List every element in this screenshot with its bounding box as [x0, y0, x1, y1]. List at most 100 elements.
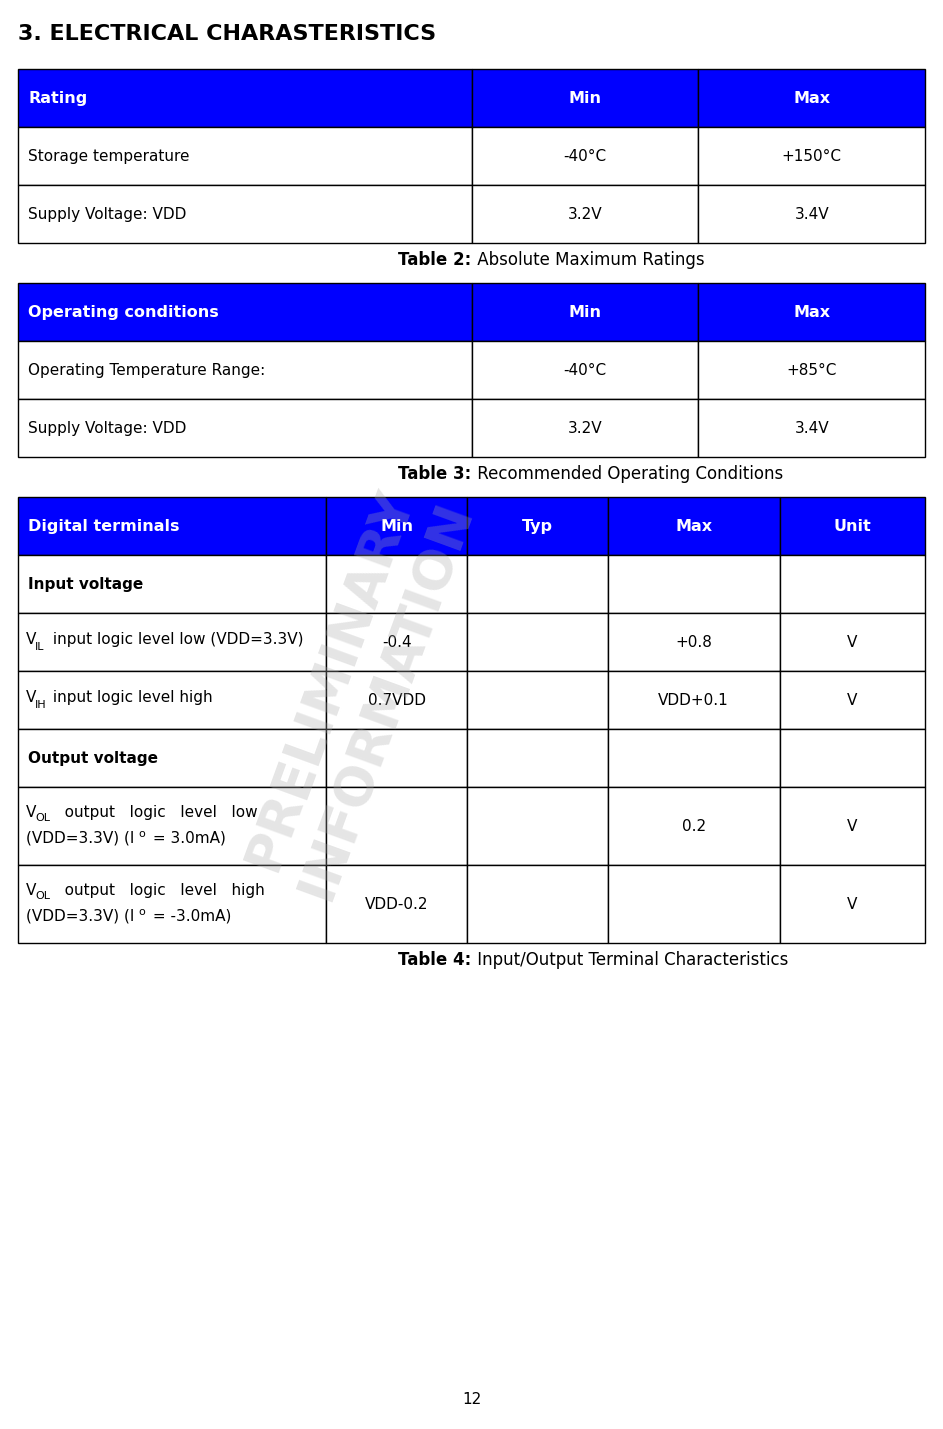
Text: PRELIMINARY
INFORMATION: PRELIMINARY INFORMATION [234, 474, 483, 906]
Text: Operating Temperature Range:: Operating Temperature Range: [28, 363, 265, 377]
Text: input logic level high: input logic level high [48, 690, 212, 704]
Text: Storage temperature: Storage temperature [28, 149, 190, 163]
Text: OL: OL [35, 892, 50, 902]
Bar [472, 69, 698, 127]
Text: Supply Voltage: VDD: Supply Voltage: VDD [28, 207, 187, 221]
Bar [698, 399, 925, 457]
Text: 12: 12 [462, 1392, 481, 1408]
Bar [326, 554, 467, 613]
Bar [472, 342, 698, 399]
Text: V: V [847, 819, 857, 833]
Bar [607, 497, 780, 554]
Text: +85°C: +85°C [786, 363, 836, 377]
Bar [18, 497, 326, 554]
Bar [607, 729, 780, 787]
Bar [326, 729, 467, 787]
Bar [607, 613, 780, 672]
Text: Min: Min [569, 304, 602, 320]
Text: -0.4: -0.4 [382, 634, 411, 650]
Text: Rating: Rating [28, 90, 88, 106]
Text: 3.2V: 3.2V [568, 420, 603, 436]
Bar [698, 283, 925, 342]
Bar [607, 554, 780, 613]
Text: (VDD=3.3V) (I: (VDD=3.3V) (I [26, 909, 134, 923]
Bar [467, 865, 607, 943]
Bar [467, 554, 607, 613]
Bar [326, 672, 467, 729]
Text: Output voltage: Output voltage [28, 750, 158, 766]
Text: +150°C: +150°C [782, 149, 841, 163]
Bar [698, 342, 925, 399]
Bar [18, 69, 471, 127]
Bar [18, 184, 471, 243]
Text: Digital terminals: Digital terminals [28, 519, 179, 533]
Text: 3.2V: 3.2V [568, 207, 603, 221]
Text: -40°C: -40°C [563, 149, 606, 163]
Bar [780, 787, 925, 865]
Text: +0.8: +0.8 [675, 634, 712, 650]
Text: Supply Voltage: VDD: Supply Voltage: VDD [28, 420, 187, 436]
Text: -40°C: -40°C [563, 363, 606, 377]
Bar [18, 613, 326, 672]
Bar [698, 184, 925, 243]
Bar [698, 69, 925, 127]
Bar [18, 729, 326, 787]
Text: VDD+0.1: VDD+0.1 [658, 693, 729, 707]
Bar [326, 613, 467, 672]
Text: V: V [26, 632, 37, 646]
Bar [607, 787, 780, 865]
Text: Min: Min [380, 519, 413, 533]
Text: V: V [847, 693, 857, 707]
Bar [607, 865, 780, 943]
Text: 3.4V: 3.4V [794, 207, 829, 221]
Bar [18, 865, 326, 943]
Bar [472, 127, 698, 184]
Text: V: V [26, 883, 37, 897]
Text: VDD-0.2: VDD-0.2 [365, 896, 428, 912]
Text: Table 2:: Table 2: [398, 252, 472, 269]
Text: Absolute Maximum Ratings: Absolute Maximum Ratings [472, 252, 704, 269]
Text: 0.7VDD: 0.7VDD [368, 693, 425, 707]
Bar [780, 729, 925, 787]
Text: 0.2: 0.2 [682, 819, 705, 833]
Bar [472, 184, 698, 243]
Bar [18, 672, 326, 729]
Bar [18, 283, 471, 342]
Bar [780, 554, 925, 613]
Text: V: V [847, 896, 857, 912]
Bar [18, 554, 326, 613]
Text: = -3.0mA): = -3.0mA) [148, 909, 231, 923]
Text: 3.4V: 3.4V [794, 420, 829, 436]
Bar [467, 729, 607, 787]
Bar [326, 497, 467, 554]
Text: OL: OL [35, 813, 50, 823]
Bar [467, 672, 607, 729]
Bar [467, 613, 607, 672]
Bar [472, 283, 698, 342]
Text: (VDD=3.3V) (I: (VDD=3.3V) (I [26, 830, 134, 846]
Text: V: V [26, 805, 37, 819]
Text: Input voltage: Input voltage [28, 576, 143, 592]
Bar [780, 497, 925, 554]
Text: input logic level low (VDD=3.3V): input logic level low (VDD=3.3V) [48, 632, 304, 646]
Text: Min: Min [569, 90, 602, 106]
Text: V: V [847, 634, 857, 650]
Text: Max: Max [675, 519, 712, 533]
Bar [467, 497, 607, 554]
Text: Recommended Operating Conditions: Recommended Operating Conditions [472, 464, 783, 483]
Bar [326, 787, 467, 865]
Text: Max: Max [793, 90, 830, 106]
Text: Operating conditions: Operating conditions [28, 304, 219, 320]
Text: Unit: Unit [834, 519, 871, 533]
Bar [18, 127, 471, 184]
Bar [472, 399, 698, 457]
Text: o: o [138, 829, 144, 839]
Text: Table 3:: Table 3: [398, 464, 472, 483]
Bar [780, 672, 925, 729]
Text: 3. ELECTRICAL CHARASTERISTICS: 3. ELECTRICAL CHARASTERISTICS [18, 24, 436, 44]
Text: output   logic   level   low: output logic level low [50, 805, 257, 819]
Text: IL: IL [35, 642, 44, 652]
Text: Input/Output Terminal Characteristics: Input/Output Terminal Characteristics [472, 952, 787, 969]
Bar [18, 399, 471, 457]
Bar [18, 342, 471, 399]
